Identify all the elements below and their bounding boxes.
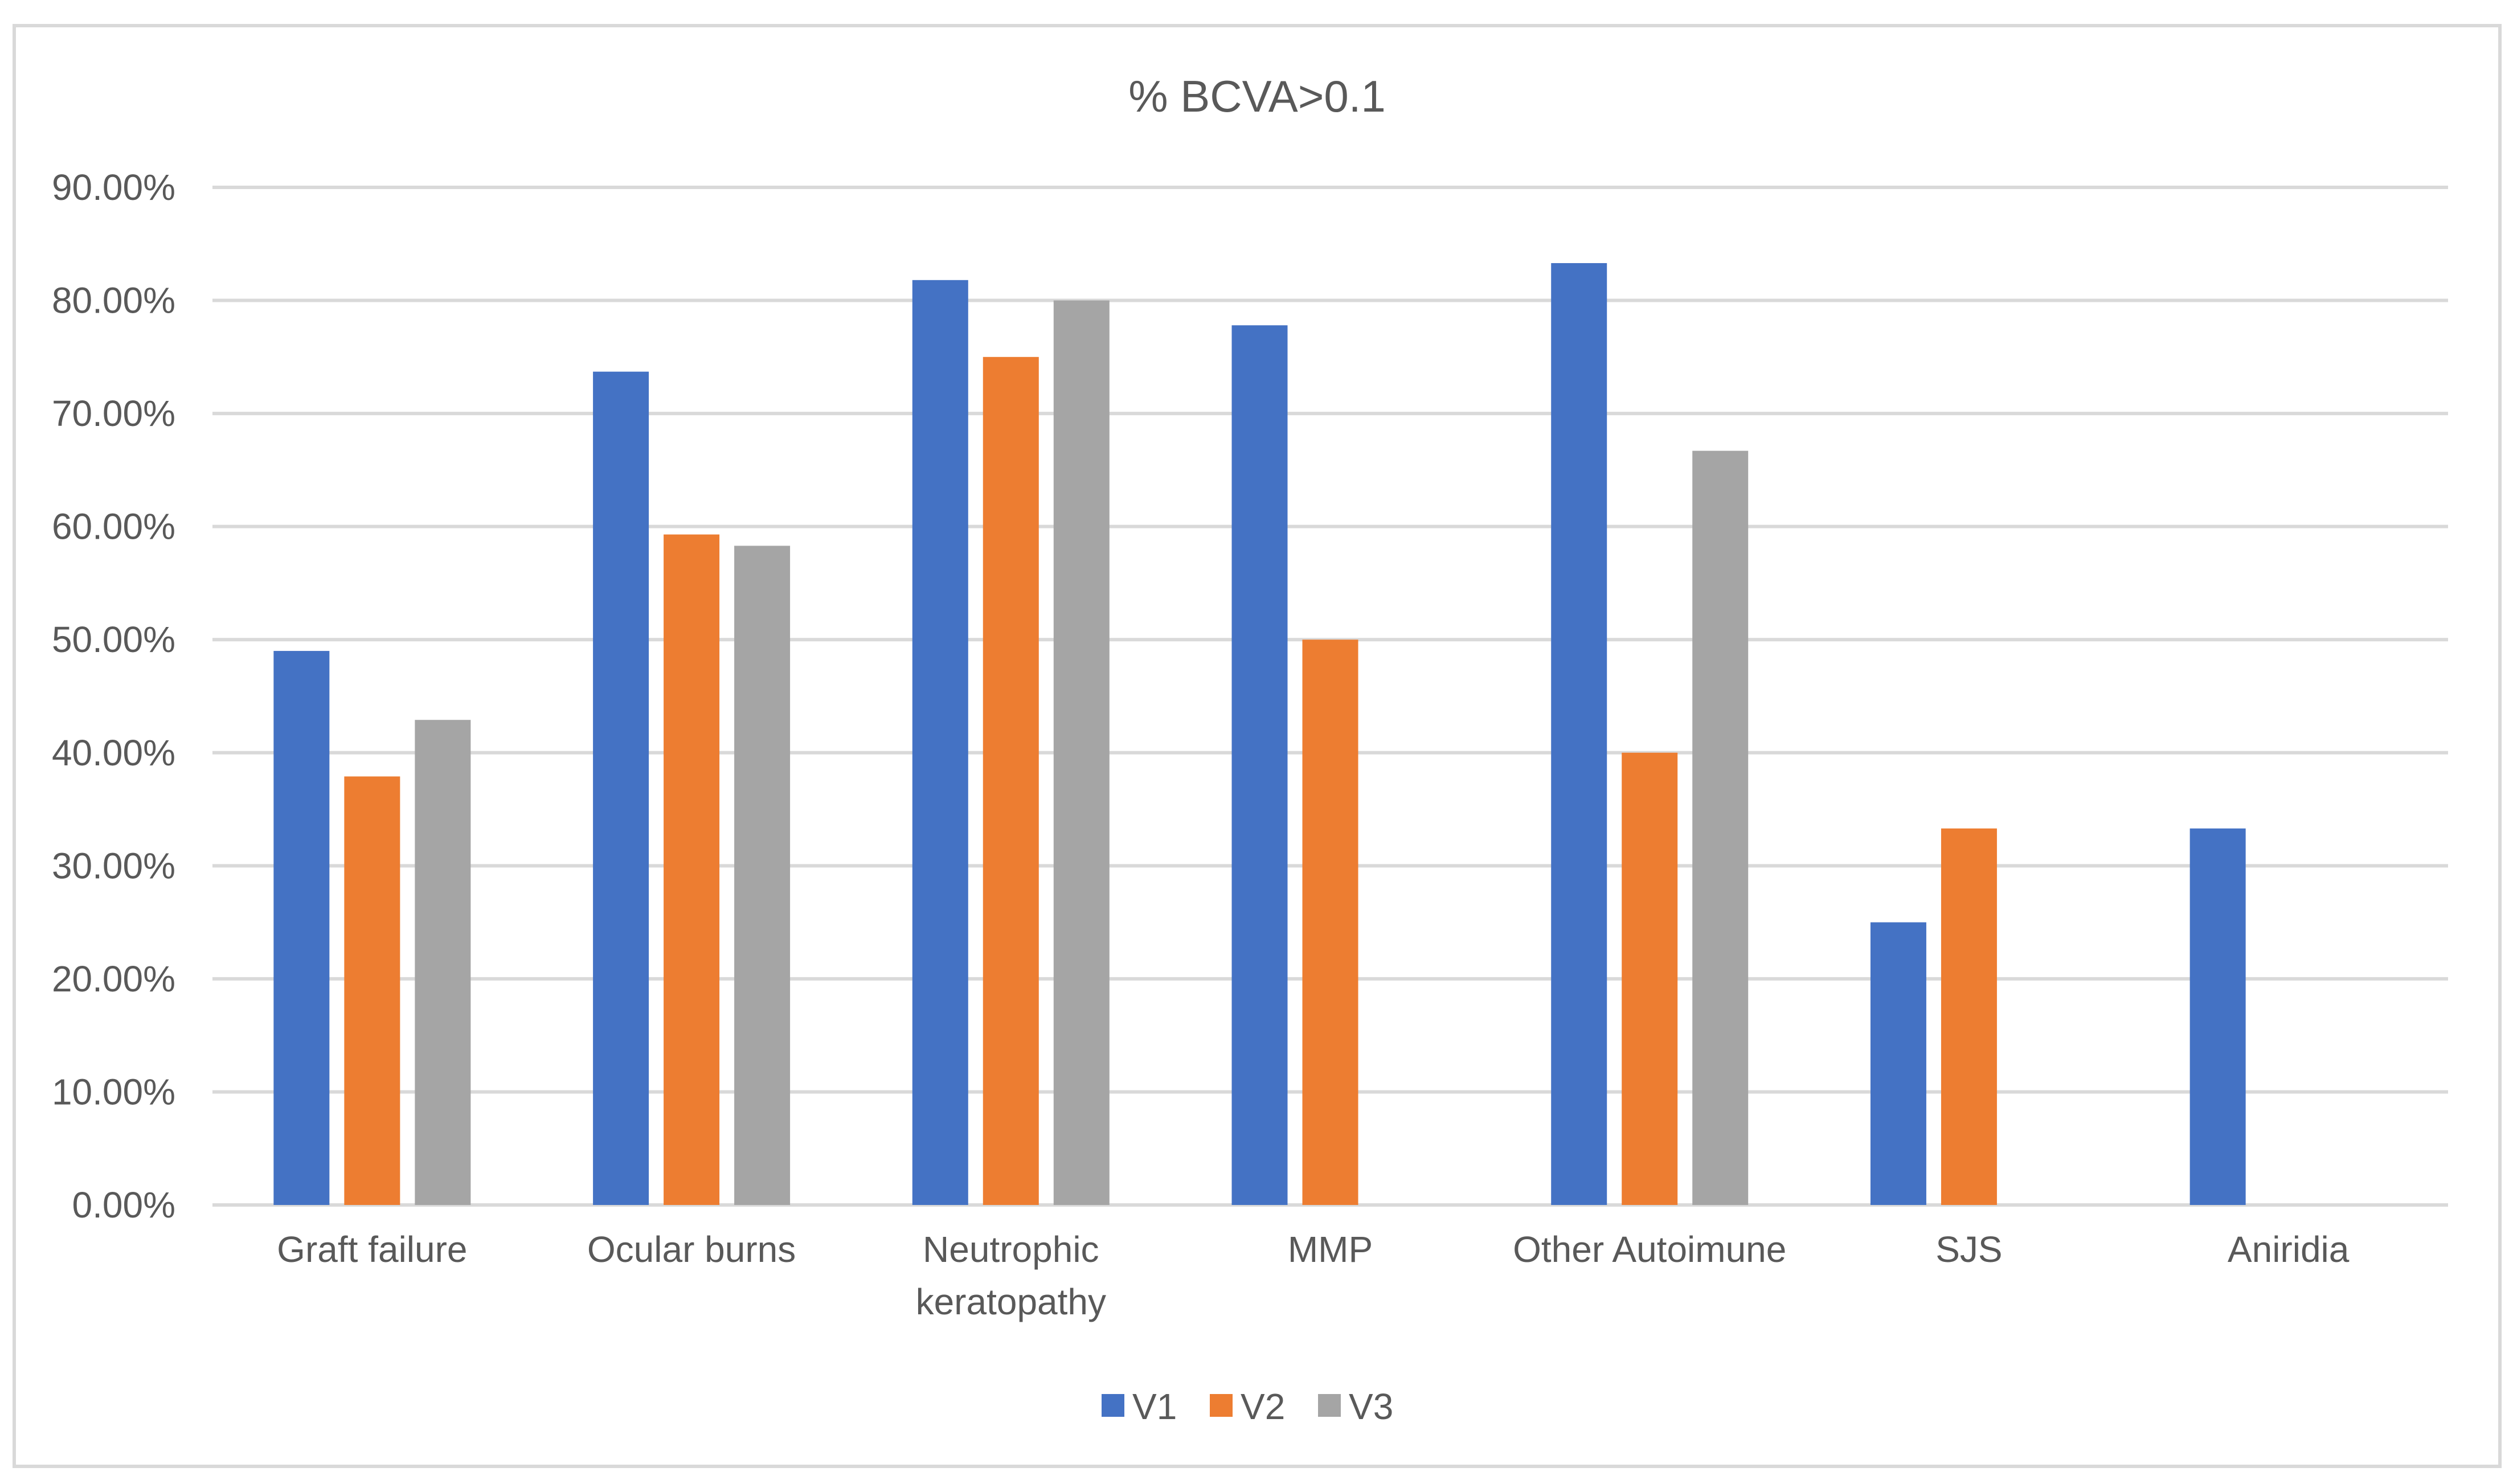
bar-v1-6 [2189,828,2246,1205]
bar-v3-4 [1692,450,1749,1205]
bar-v2-4 [1622,752,1678,1205]
bar-v3-1 [734,546,791,1205]
bars [273,263,2246,1206]
bar-v1-0 [273,651,330,1205]
x-tick-label: SJS [1935,1229,2002,1270]
bar-v2-2 [983,356,1039,1206]
chart-frame: % BCVA>0.1 0.00% 10.00% 20.00% 30.00% 40.00%… [13,24,2502,1468]
y-tick-label: 10.00% [52,1071,175,1112]
bar-chart: % BCVA>0.1 0.00% 10.00% 20.00% 30.00% 40.00%… [52,71,2448,1427]
legend-label-v2: V2 [1241,1386,1285,1427]
y-tick-label: 0.00% [72,1184,175,1225]
legend-swatch-v2 [1210,1394,1233,1417]
bar-v2-5 [1941,828,1997,1205]
bar-v3-2 [1053,300,1110,1205]
y-tick-label: 40.00% [52,732,175,773]
bar-v1-1 [593,371,649,1206]
x-tick-label: Ocular burns [587,1229,796,1270]
bar-v1-4 [1551,263,1607,1205]
legend-label-v1: V1 [1132,1386,1177,1427]
chart-title: % BCVA>0.1 [1128,71,1386,121]
y-tick-label: 60.00% [52,506,175,547]
legend: V1 V2 V3 [1102,1386,1393,1427]
x-tick-label: MMP [1288,1229,1373,1270]
bar-v1-3 [1231,325,1288,1205]
y-tick-label: 80.00% [52,280,175,321]
y-tick-label: 50.00% [52,619,175,660]
legend-swatch-v1 [1102,1394,1124,1417]
x-tick-label: Other Autoimune [1513,1229,1786,1270]
y-tick-label: 90.00% [52,167,175,208]
legend-label-v3: V3 [1349,1386,1393,1427]
y-axis-tick-labels: 0.00% 10.00% 20.00% 30.00% 40.00% 50.00% 60.00… [52,167,175,1225]
bar-v2-3 [1302,639,1358,1205]
bar-v1-5 [1870,922,1926,1205]
bar-v2-1 [664,534,720,1205]
x-tick-label: Graft failure [277,1229,467,1270]
x-tick-label: Aniridia [2228,1229,2350,1270]
legend-swatch-v3 [1318,1394,1341,1417]
y-tick-label: 20.00% [52,958,175,999]
bar-v2-0 [344,776,400,1205]
x-tick-label: Neutrophic keratopathy [916,1229,1106,1322]
bar-v3-0 [415,720,471,1205]
y-tick-label: 30.00% [52,845,175,886]
x-axis-tick-labels: Graft failure Ocular burns Neutrophic kerat… [277,1229,2350,1322]
bar-v1-2 [912,280,968,1205]
y-tick-label: 70.00% [52,393,175,434]
